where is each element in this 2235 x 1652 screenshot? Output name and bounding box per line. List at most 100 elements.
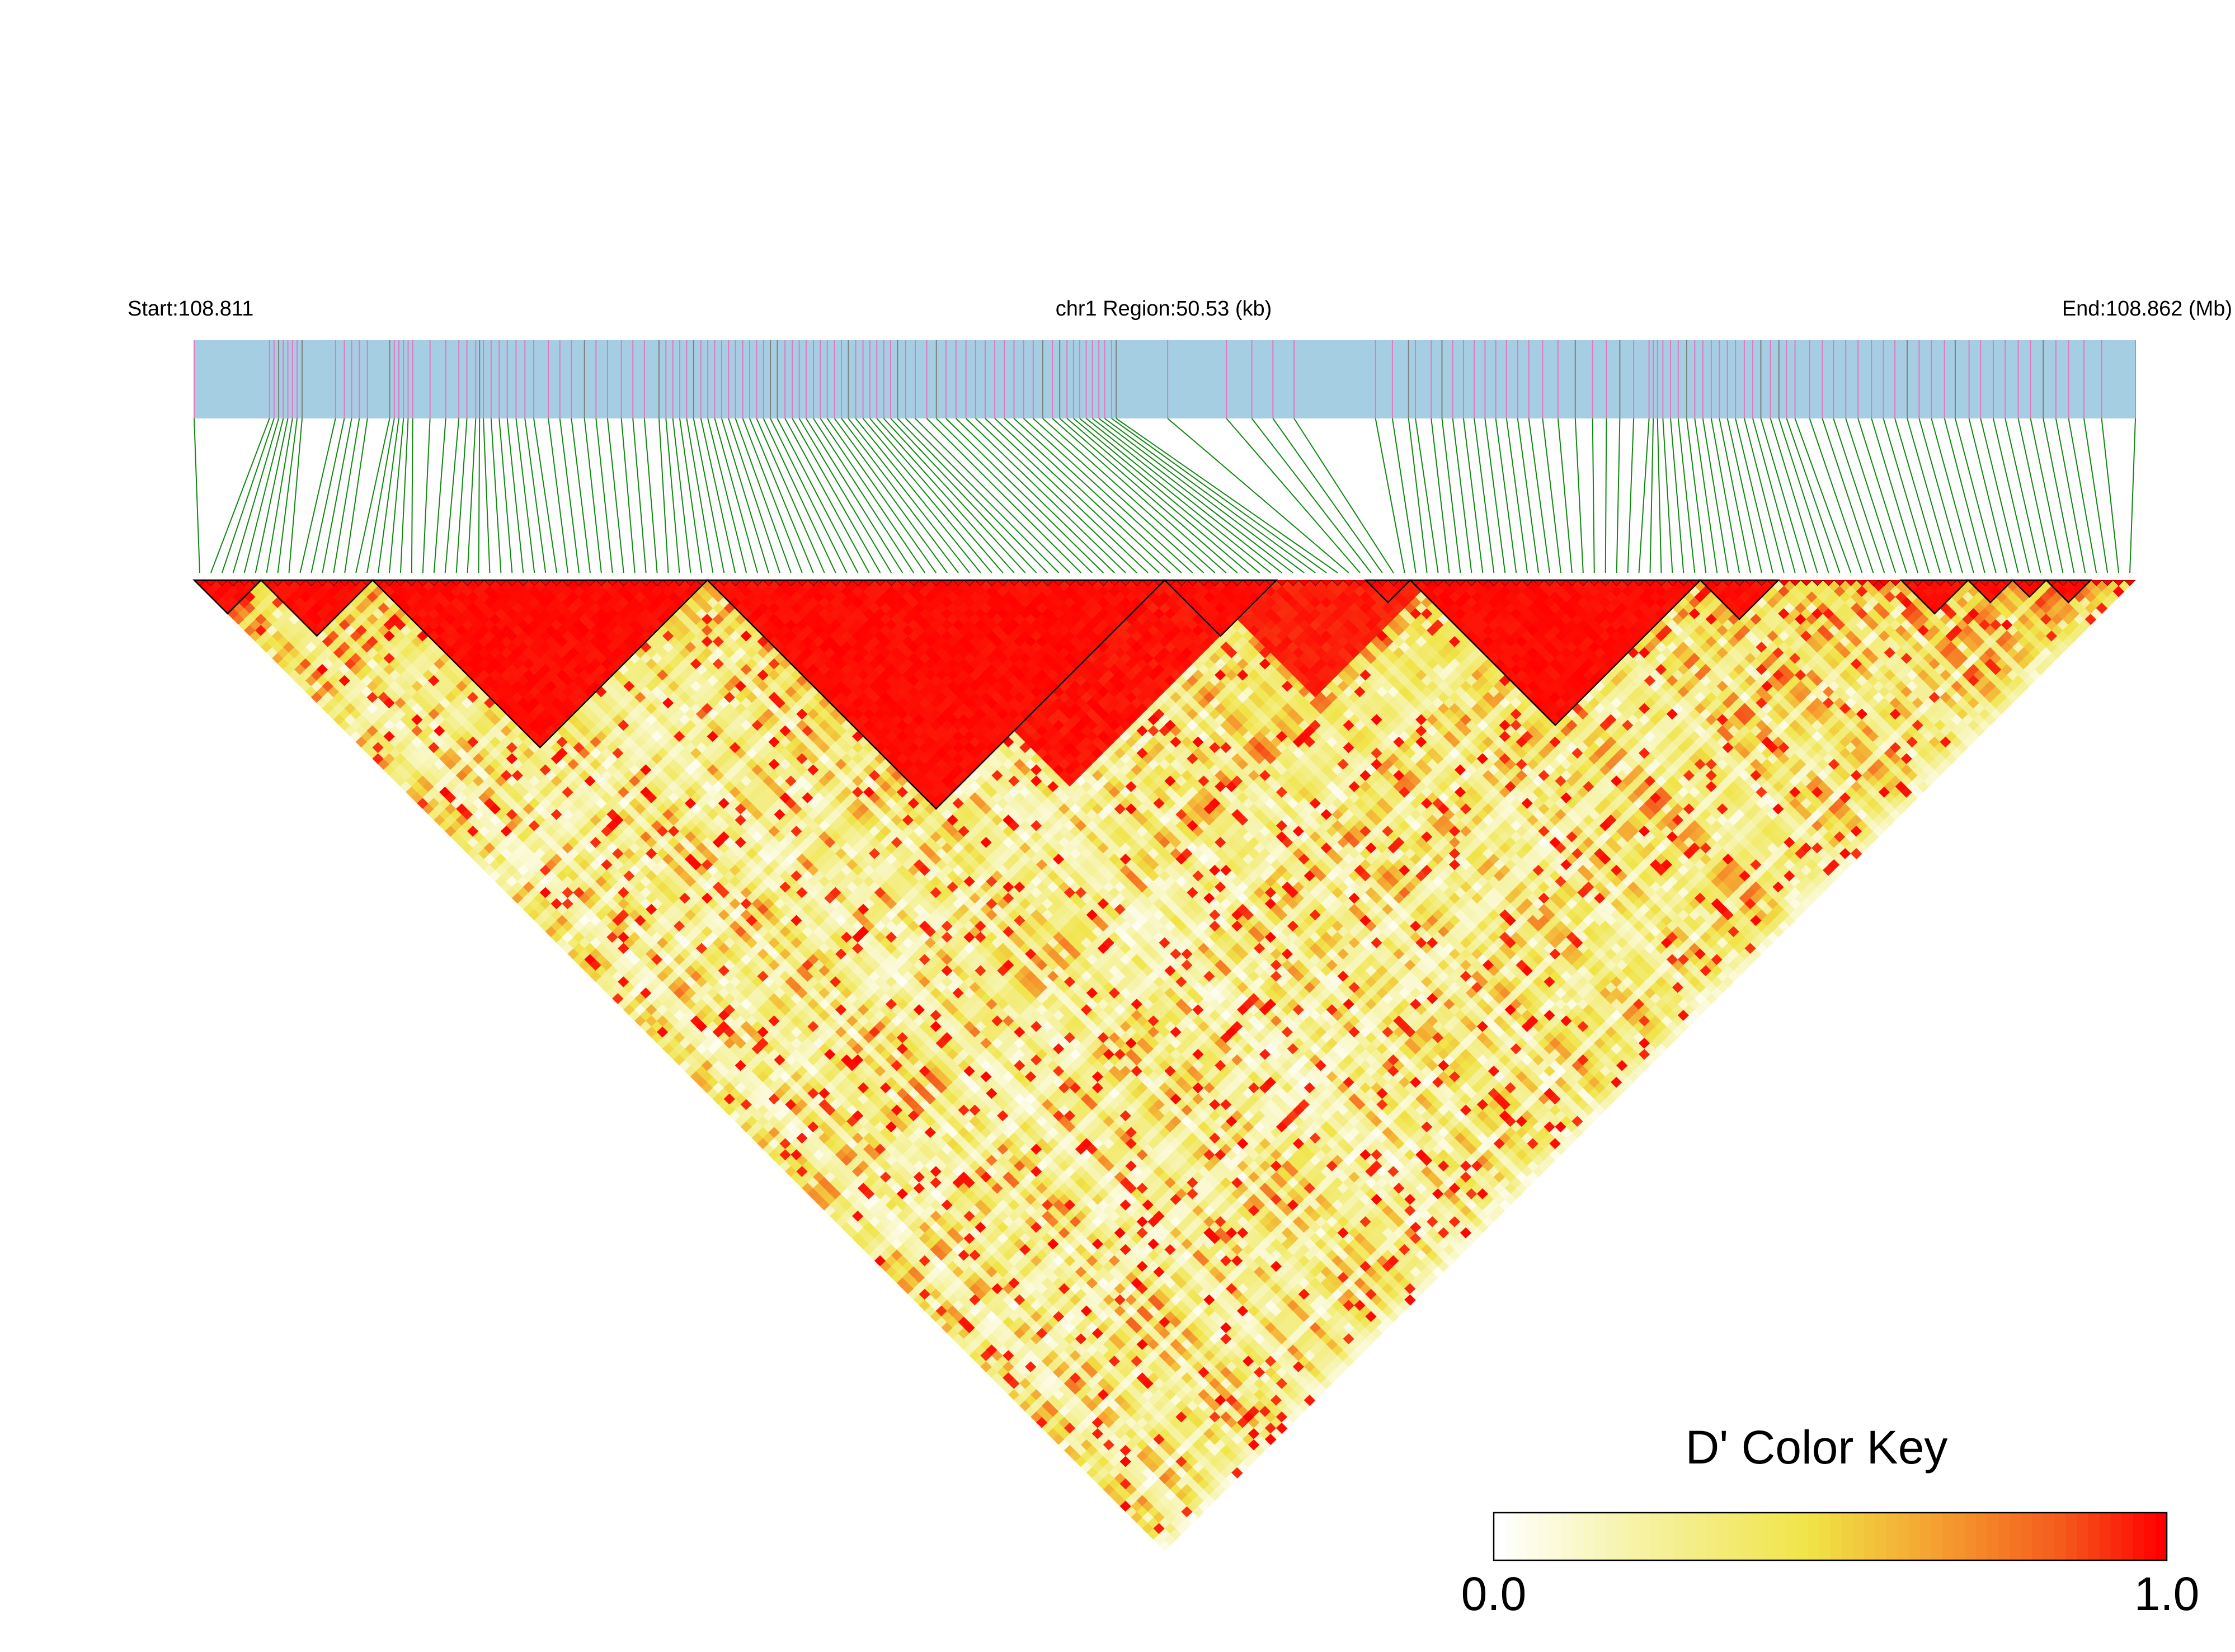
snp-connectors	[194, 418, 2136, 573]
snp-connector-line	[1907, 418, 1952, 573]
snp-connector-line	[2043, 418, 2075, 573]
snp-connector-line	[1770, 418, 1818, 573]
snp-connector-line	[1104, 418, 1316, 573]
snp-connector-line	[1894, 418, 1941, 573]
gene-track	[194, 340, 2136, 418]
snp-connector-line	[862, 418, 992, 573]
snp-connector-line	[742, 418, 803, 573]
snp-connector-line	[1013, 418, 1182, 573]
snp-connector-line	[1079, 418, 1272, 573]
snp-connector-line	[756, 418, 825, 573]
snp-connector-line	[1857, 418, 1908, 573]
snp-connector-line	[1627, 418, 1635, 573]
snp-connector-line	[926, 418, 1082, 573]
snp-connector-line	[784, 418, 870, 573]
snp-connector-line	[890, 418, 1037, 573]
snp-connector-line	[1686, 418, 1707, 573]
snp-connector-line	[1918, 418, 1963, 573]
snp-connector-line	[310, 418, 345, 573]
snp-connector-line	[422, 418, 431, 573]
snp-connector-line	[388, 418, 404, 573]
snp-connector-line	[1794, 418, 1852, 573]
snp-connector-line	[1542, 418, 1561, 573]
snp-connector-line	[936, 418, 1093, 573]
snp-connector-line	[455, 418, 468, 573]
snp-connector-line	[1462, 418, 1484, 573]
snp-connector-line	[798, 418, 892, 573]
snp-connector-line	[820, 418, 926, 573]
snp-connector-line	[1431, 418, 1450, 573]
snp-connector-line	[1004, 418, 1171, 573]
snp-connector-line	[1649, 418, 1654, 573]
snp-connector-line	[1670, 418, 1685, 573]
snp-connector-line	[632, 418, 647, 573]
snp-connector-line	[679, 418, 703, 573]
snp-connector-line	[524, 418, 547, 573]
snp-connector-line	[322, 418, 352, 573]
snp-connector-line	[777, 418, 859, 573]
snp-connector-line	[1042, 418, 1216, 573]
snp-connector-line	[210, 418, 270, 573]
snp-connector-line	[1033, 418, 1204, 573]
snp-connector-line	[355, 418, 390, 573]
snp-connector-line	[366, 418, 395, 573]
snp-connector-line	[965, 418, 1126, 573]
snp-connector-line	[1616, 418, 1621, 573]
snp-connector-line	[1293, 418, 1394, 573]
snp-connector-line	[749, 418, 814, 573]
snp-connector-line	[1091, 418, 1293, 573]
snp-connector-line	[707, 418, 747, 573]
snp-connector-line	[2068, 418, 2097, 573]
snp-connector-line	[2055, 418, 2086, 573]
snp-connector-line	[869, 418, 1004, 573]
snp-connector-line	[548, 418, 569, 573]
snp-connector-line	[1098, 418, 1305, 573]
snp-connector-line	[994, 418, 1160, 573]
snp-connector-line	[915, 418, 1071, 573]
snp-connector-line	[1505, 418, 1528, 573]
region-header: Start:108.811 chr1 Region:50.53 (kb) End…	[128, 297, 2232, 321]
snp-connector-line	[266, 418, 293, 573]
snp-connector-line	[333, 418, 360, 573]
snp-connector-line	[735, 418, 792, 573]
snp-connector-line	[1085, 418, 1283, 573]
snp-connector-line	[1111, 418, 1327, 573]
snp-connector-line	[1726, 418, 1762, 573]
snp-connector-line	[288, 418, 303, 573]
snp-connector-line	[1719, 418, 1751, 573]
snp-connector-line	[1883, 418, 1930, 573]
snp-connector-line	[1441, 418, 1461, 573]
snp-connector-line	[826, 418, 937, 573]
snp-connector-line	[299, 418, 336, 573]
region-end-label: End:108.862 (Mb)	[2062, 297, 2232, 321]
snp-connector-line	[571, 418, 591, 573]
snp-connector-line	[1845, 418, 1897, 573]
snp-connector-line	[1073, 418, 1260, 573]
snp-connector-line	[1710, 418, 1740, 573]
snp-connector-line	[433, 418, 446, 573]
snp-connector-line	[1735, 418, 1773, 573]
snp-connector-line	[1778, 418, 1829, 573]
snp-connector-line	[1574, 418, 1584, 573]
snp-connector-line	[763, 418, 836, 573]
connector-frame	[194, 418, 2135, 573]
snp-connector-line	[883, 418, 1026, 573]
snp-connector-line	[1517, 418, 1540, 573]
snp-connector-line	[1980, 418, 2019, 573]
snp-connector-line	[1760, 418, 1807, 573]
snp-connector-line	[232, 418, 280, 573]
snp-connector-line	[606, 418, 624, 573]
snp-connector-line	[2005, 418, 2041, 573]
snp-connector-line	[2030, 418, 2064, 573]
ld-heatmap	[199, 580, 2130, 1551]
snp-connector-line	[1638, 418, 1650, 573]
snp-connector-line	[770, 418, 848, 573]
snp-connector-line	[444, 418, 460, 573]
snp-connector-line	[498, 418, 513, 573]
snp-connector-line	[1167, 418, 1349, 573]
snp-connector-line	[595, 418, 613, 573]
snp-connector-line	[876, 418, 1015, 573]
snp-connector-line	[1474, 418, 1495, 573]
snp-connector-line	[1391, 418, 1417, 573]
gene-bar	[194, 340, 2135, 418]
